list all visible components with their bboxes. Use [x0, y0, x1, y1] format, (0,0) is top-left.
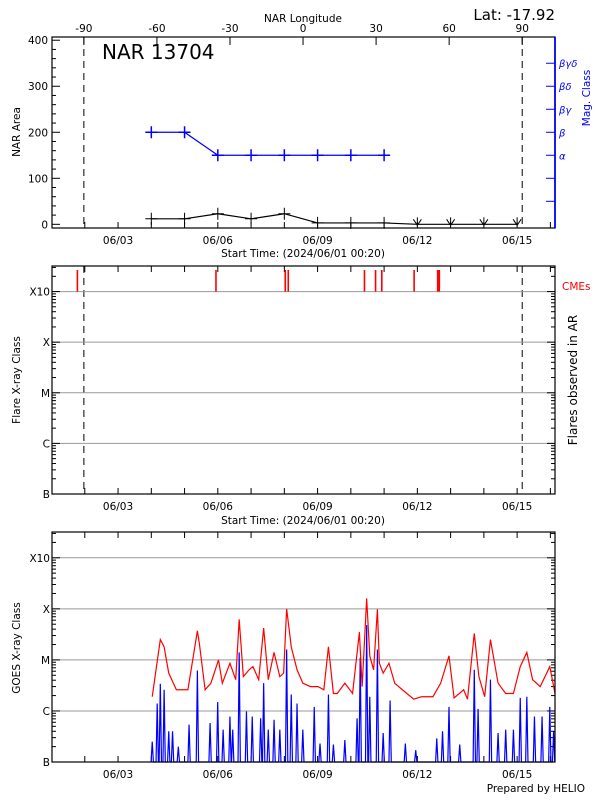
panel-frame-3 [51, 531, 556, 763]
nar-area-point [211, 207, 224, 220]
y-tick-label: 400 [28, 35, 48, 47]
panel1-xlabel: Start Time: (2024/06/01 00:20) [221, 248, 385, 260]
mag-class-tick-label: α [559, 151, 566, 162]
region-name: NAR 13704 [102, 40, 215, 64]
y-tick-label: 300 [28, 81, 48, 93]
panel3-ylabel: GOES X-ray Class [11, 602, 23, 693]
mag-class-tick-label: βγ [558, 105, 572, 116]
longitude-tick-label: -90 [75, 23, 92, 35]
mag-class-point [278, 149, 291, 162]
class-tick-label: C [43, 438, 50, 450]
mag-class-tick-label: βδ [558, 82, 572, 93]
longitude-tick-label: 60 [442, 23, 455, 35]
nar-area-point [378, 216, 391, 229]
longitude-tick-label: 30 [369, 23, 382, 35]
mag-class-point [311, 149, 324, 162]
nar-area-zero-marker [446, 217, 456, 227]
top-axis-label: NAR Longitude [264, 13, 342, 25]
x-tick-label: 06/15 [502, 235, 532, 247]
y-tick-label: 0 [41, 219, 48, 231]
class-tick-label: M [41, 655, 50, 667]
mag-class-point [344, 149, 357, 162]
panel-frame-2 [51, 265, 556, 495]
x-tick-label: 06/12 [402, 769, 432, 781]
class-tick-label: B [43, 757, 50, 769]
nar-area-point [178, 212, 191, 225]
nar-area-point [245, 212, 258, 225]
mag-class-point [245, 149, 258, 162]
mag-class-point [211, 149, 224, 162]
class-tick-label: X10 [29, 553, 50, 565]
nar-area-point [278, 207, 291, 220]
panel2-xlabel: Start Time: (2024/06/01 00:20) [221, 515, 385, 527]
panel-frame-1 [51, 36, 556, 229]
x-tick-label: 06/03 [103, 769, 133, 781]
x-tick-label: 06/06 [203, 769, 234, 781]
x-tick-label: 06/15 [502, 501, 532, 513]
nar-area-zero-marker [412, 217, 422, 227]
x-tick-label: 06/03 [103, 235, 133, 247]
mag-class-tick-label: β [558, 128, 566, 139]
longitude-tick-label: 90 [516, 23, 529, 35]
longitude-tick-label: -30 [221, 23, 238, 35]
x-tick-label: 06/06 [203, 235, 234, 247]
latitude-readout: Lat: -17.92 [473, 6, 555, 24]
class-tick-label: X [43, 337, 50, 349]
x-tick-label: 06/03 [103, 501, 133, 513]
mag-class-point [178, 126, 191, 139]
mag-class-point [378, 149, 391, 162]
class-tick-label: X [43, 604, 50, 616]
mag-class-tick-label: βγδ [558, 59, 577, 70]
x-tick-label: 06/09 [302, 501, 332, 513]
nar-area-line [151, 213, 518, 225]
class-tick-label: B [43, 489, 50, 501]
panel2-ylabel: Flare X-ray Class [11, 336, 23, 424]
nar-area-zero-marker [479, 217, 489, 227]
x-tick-label: 06/06 [203, 501, 234, 513]
nar-area-point [344, 216, 357, 229]
x-tick-label: 06/09 [302, 769, 332, 781]
nar-area-point [145, 212, 158, 225]
plot-area: 06/03 06/06 06/09 06/12 06/15 06/03 06/06 06/09… [28, 23, 577, 781]
panel1-ylabel-right: Mag. Class [581, 70, 593, 126]
panel2-ylabel-right: Flares observed in AR [566, 315, 580, 445]
longitude-tick-label: 0 [300, 23, 307, 35]
nar-area-point [311, 216, 324, 229]
mag-class-line [151, 131, 385, 156]
footer-credit: Prepared by HELIO [487, 783, 585, 795]
nar-area-zero-marker [512, 217, 522, 227]
mag-class-point [145, 126, 158, 139]
x-tick-label: 06/09 [302, 235, 332, 247]
goes-long-channel-line [151, 598, 556, 700]
y-tick-label: 100 [28, 173, 48, 185]
class-tick-label: C [43, 706, 50, 718]
longitude-tick-label: -60 [148, 23, 165, 35]
y-tick-label: 200 [28, 127, 48, 139]
x-tick-label: 06/15 [502, 769, 532, 781]
class-tick-label: X10 [29, 287, 50, 299]
panel1-ylabel: NAR Area [11, 107, 23, 157]
x-tick-label: 06/12 [402, 235, 432, 247]
x-tick-label: 06/12 [402, 501, 432, 513]
cme-label: CMEs [562, 281, 591, 293]
class-tick-label: M [41, 388, 50, 400]
